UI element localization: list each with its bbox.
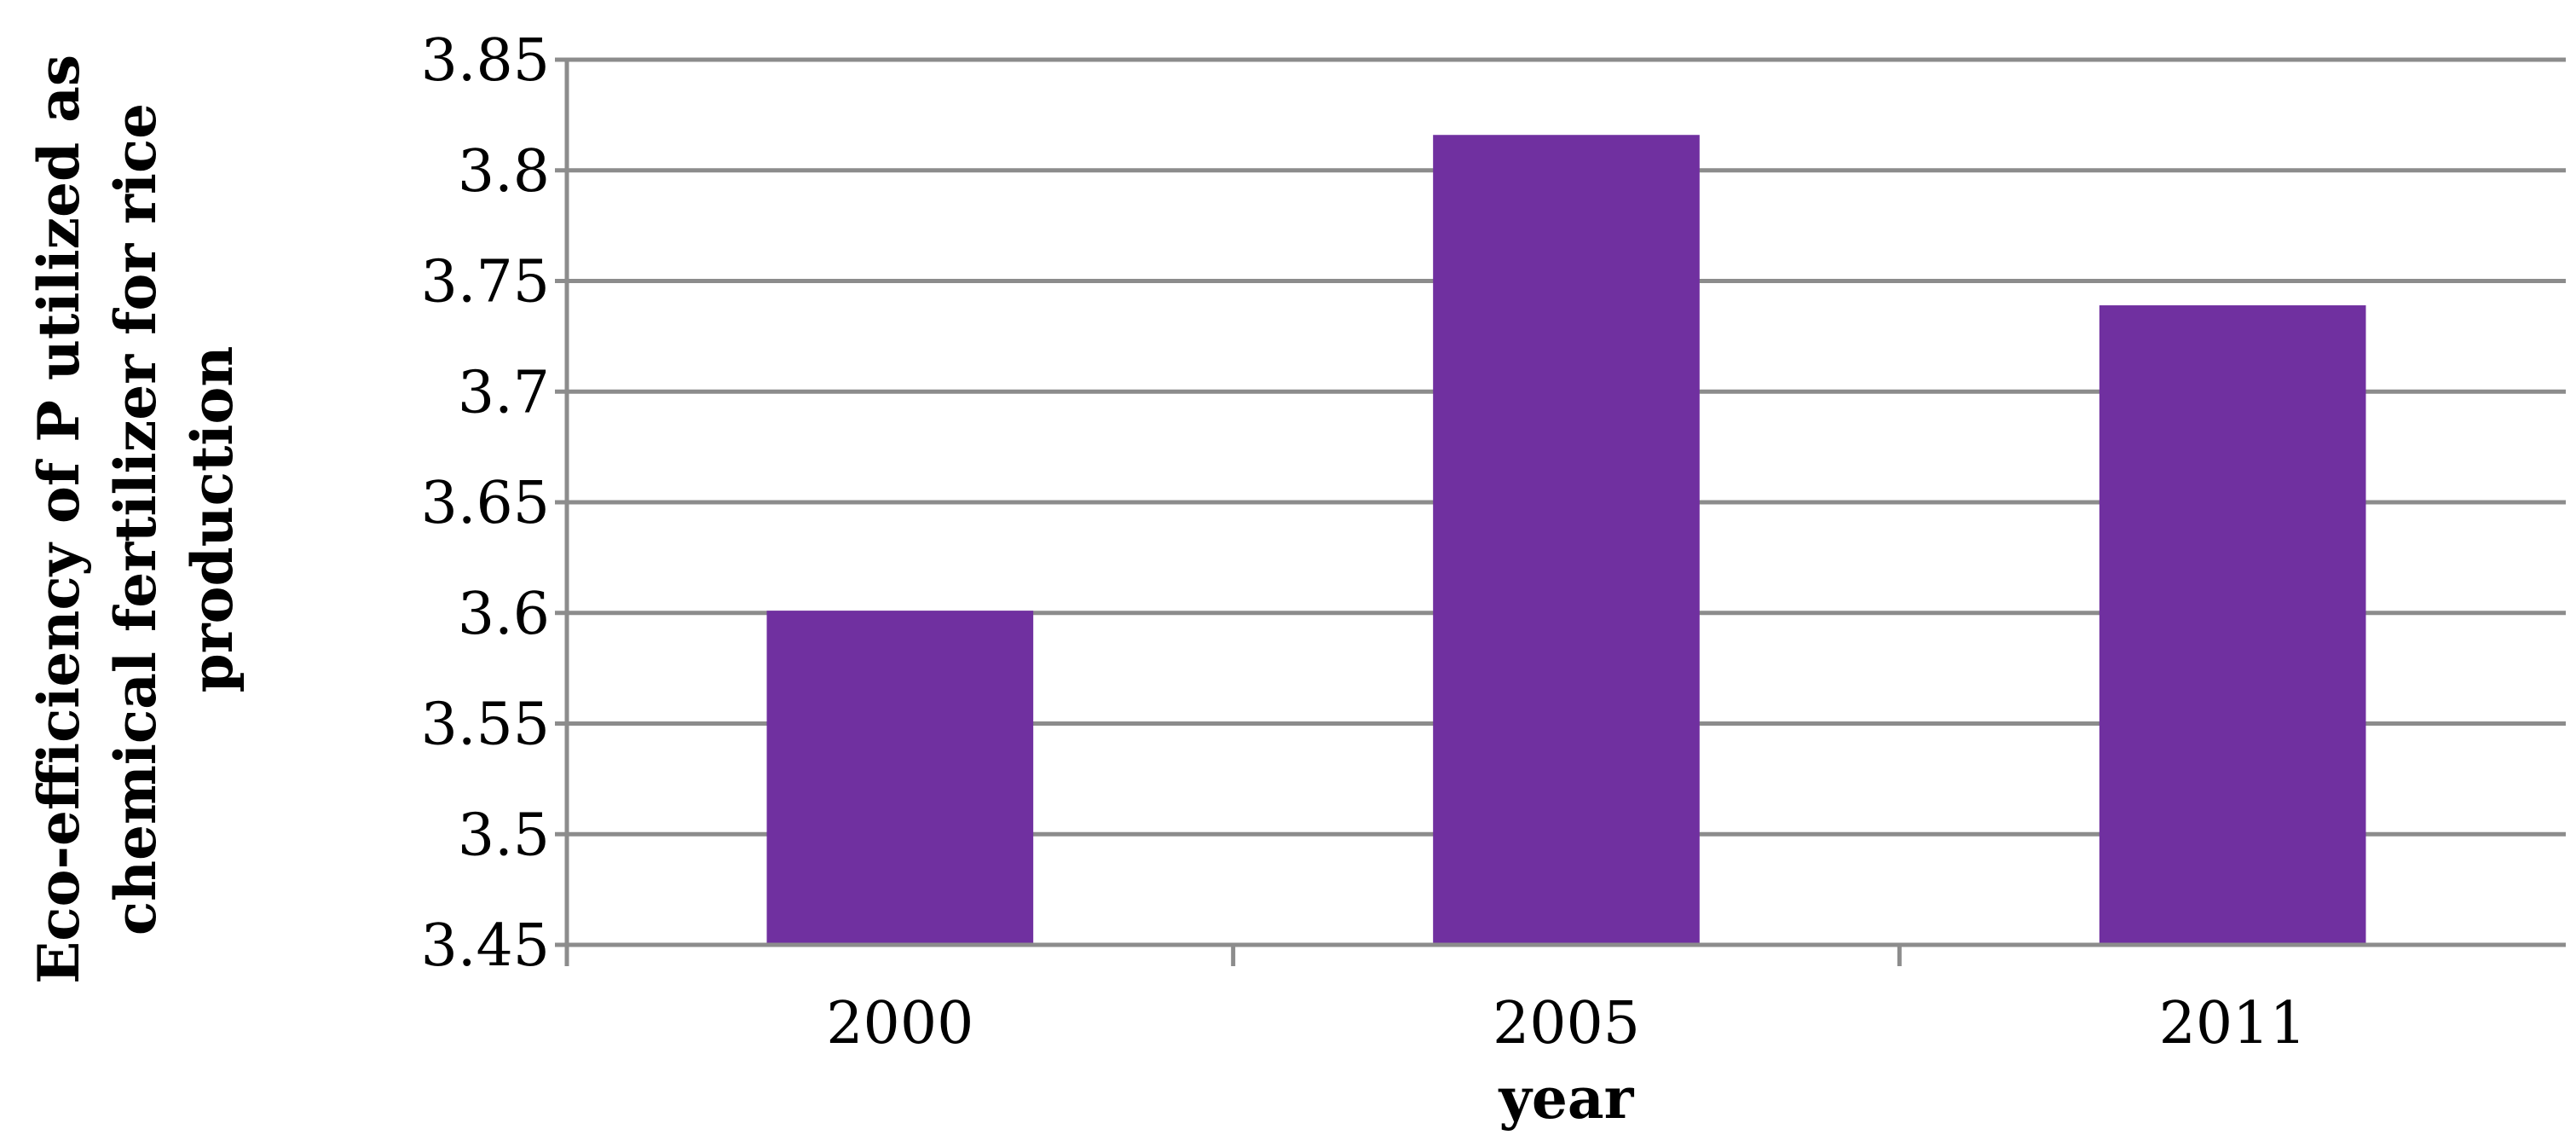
x-tick-label: 2011: [2159, 990, 2307, 1057]
y-tick-label: 3.55: [421, 692, 550, 759]
y-tick-label: 3.6: [458, 581, 550, 648]
y-tick-label: 3.85: [421, 27, 550, 95]
y-tick-label: 3.7: [458, 359, 550, 426]
y-tick-label: 3.75: [421, 249, 550, 316]
bar-2005: [1433, 135, 1700, 946]
bar-2000: [766, 611, 1034, 945]
bar-2011: [2099, 305, 2366, 945]
y-axis-title-line: Eco-efficiency of P utilized as: [26, 55, 92, 984]
y-axis-title-line: chemical fertilizer for rice: [102, 103, 169, 935]
x-tick-label: 2000: [826, 990, 973, 1057]
x-tick-labels: 2000 2005 2011: [826, 990, 2306, 1057]
x-tick-label: 2005: [1493, 990, 1640, 1057]
y-tick-label: 3.45: [421, 912, 550, 980]
y-tick-label: 3.8: [458, 138, 550, 206]
y-tick-label: 3.5: [458, 802, 550, 869]
y-axis-title-line: production: [179, 346, 245, 693]
y-tick-label: 3.65: [421, 470, 550, 537]
y-axis-title: Eco-efficiency of P utilized as chemical …: [26, 55, 245, 984]
bars: [766, 135, 2366, 946]
axes: [564, 60, 2566, 966]
y-tick-labels: 3.45 3.5 3.55 3.6 3.65 3.7 3.75 3.8 3.85: [421, 27, 550, 980]
x-axis-title: year: [1499, 1065, 1635, 1132]
